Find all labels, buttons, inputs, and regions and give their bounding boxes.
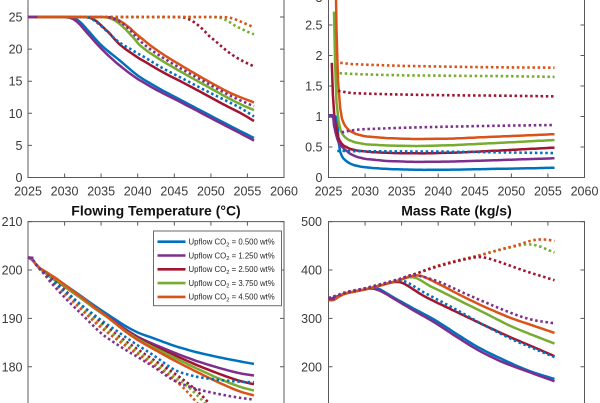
svg-text:Upflow CO2 = 0.500 wt%: Upflow CO2 = 0.500 wt% xyxy=(189,238,275,249)
svg-text:2025: 2025 xyxy=(315,185,343,199)
svg-text:2060: 2060 xyxy=(571,185,599,199)
svg-text:0.5: 0.5 xyxy=(305,141,322,155)
svg-text:2025: 2025 xyxy=(14,185,42,199)
svg-text:2045: 2045 xyxy=(461,185,489,199)
svg-text:200: 200 xyxy=(301,360,322,374)
svg-text:10: 10 xyxy=(9,107,23,121)
svg-text:Upflow CO2 = 4.500 wt%: Upflow CO2 = 4.500 wt% xyxy=(189,293,275,304)
svg-text:2055: 2055 xyxy=(534,185,562,199)
svg-text:2050: 2050 xyxy=(197,185,225,199)
svg-text:3: 3 xyxy=(316,0,323,5)
svg-text:0: 0 xyxy=(16,171,23,185)
svg-text:Upflow CO2 = 1.250 wt%: Upflow CO2 = 1.250 wt% xyxy=(189,251,275,262)
svg-text:1: 1 xyxy=(316,110,323,124)
svg-text:2030: 2030 xyxy=(351,185,379,199)
svg-text:190: 190 xyxy=(2,312,23,326)
svg-text:2040: 2040 xyxy=(424,185,452,199)
svg-text:2030: 2030 xyxy=(51,185,79,199)
svg-text:Upflow CO2 = 2.500 wt%: Upflow CO2 = 2.500 wt% xyxy=(189,265,275,276)
svg-text:2035: 2035 xyxy=(388,185,416,199)
svg-text:25: 25 xyxy=(9,11,23,25)
svg-text:2: 2 xyxy=(316,49,323,63)
svg-text:200: 200 xyxy=(2,264,23,278)
svg-text:300: 300 xyxy=(301,312,322,326)
svg-text:2.5: 2.5 xyxy=(305,19,322,33)
svg-text:2035: 2035 xyxy=(87,185,115,199)
svg-text:2055: 2055 xyxy=(234,185,262,199)
svg-text:180: 180 xyxy=(2,360,23,374)
svg-text:2040: 2040 xyxy=(124,185,152,199)
svg-text:2050: 2050 xyxy=(497,185,525,199)
svg-text:1.5: 1.5 xyxy=(305,80,322,94)
svg-text:500: 500 xyxy=(301,215,322,229)
svg-text:20: 20 xyxy=(9,43,23,57)
svg-text:400: 400 xyxy=(301,264,322,278)
svg-text:0: 0 xyxy=(316,171,323,185)
svg-text:2045: 2045 xyxy=(160,185,188,199)
svg-text:Mass Rate (kg/s): Mass Rate (kg/s) xyxy=(401,203,511,219)
svg-text:210: 210 xyxy=(2,215,23,229)
svg-text:5: 5 xyxy=(16,139,23,153)
svg-text:Upflow CO2 = 3.750 wt%: Upflow CO2 = 3.750 wt% xyxy=(189,279,275,290)
svg-text:2060: 2060 xyxy=(270,185,298,199)
svg-text:15: 15 xyxy=(9,75,23,89)
svg-text:Flowing Temperature (°C): Flowing Temperature (°C) xyxy=(71,203,240,219)
